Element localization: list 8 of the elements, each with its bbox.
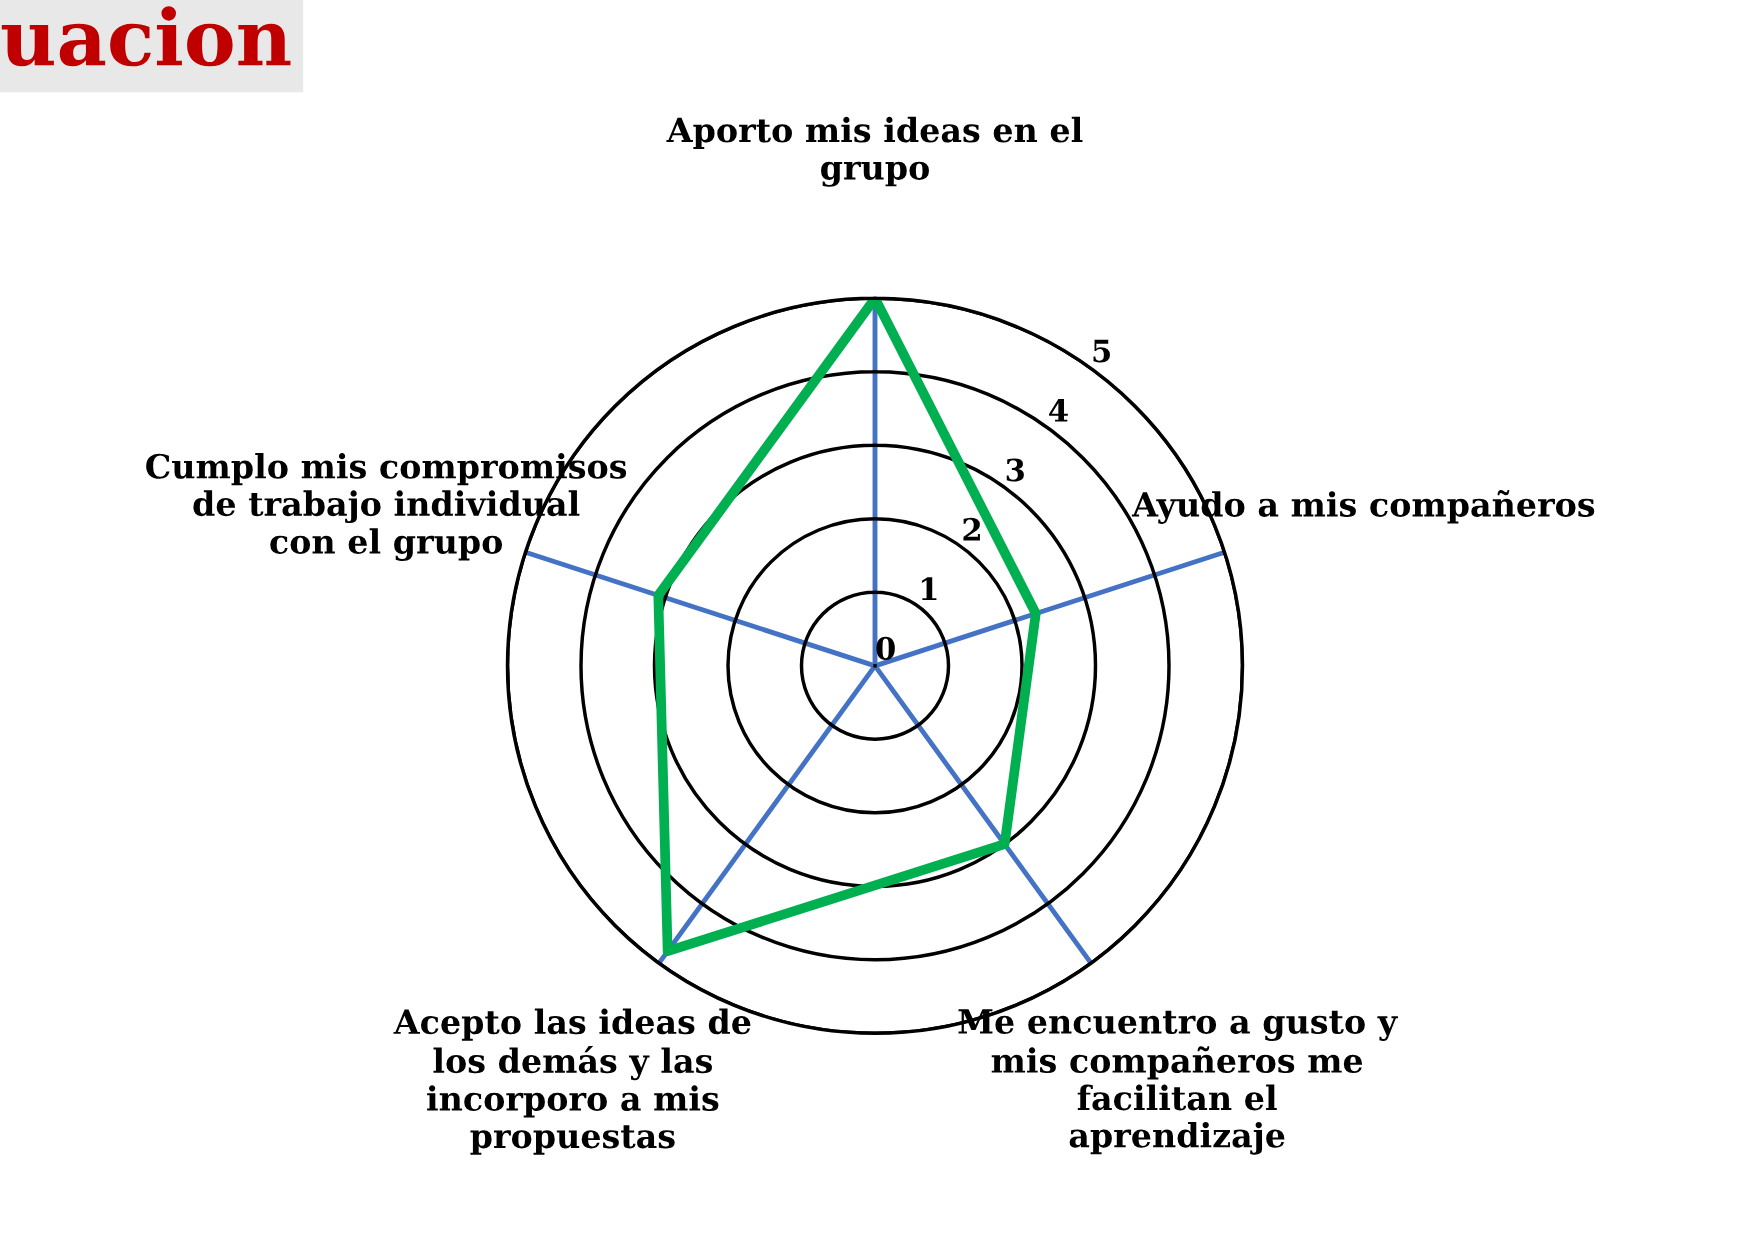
spoke-label: Aporto mis ideas en el grupo bbox=[666, 116, 1083, 187]
chart-title: uacion bbox=[1, 6, 291, 67]
y-tick-label: 1 bbox=[921, 577, 937, 600]
y-tick-label: 4 bbox=[1049, 398, 1068, 422]
y-tick-label: 2 bbox=[963, 517, 980, 541]
y-tick-label: 5 bbox=[1093, 339, 1110, 363]
y-tick-label: 3 bbox=[1006, 458, 1024, 482]
spoke-label: Acepto las ideas de los demás y las incorporo a mis propuestas bbox=[393, 1008, 751, 1155]
